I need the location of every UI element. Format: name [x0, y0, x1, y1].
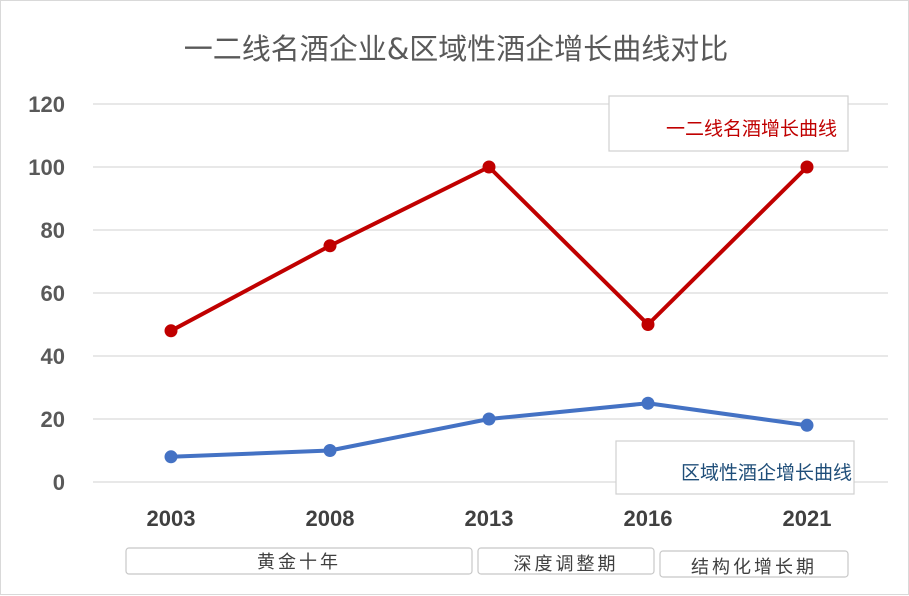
data-point-series0-2003 — [164, 324, 178, 338]
series-points — [164, 160, 814, 464]
x-tick-label: 2013 — [465, 506, 514, 531]
period-bands: 黄金十年 深度调整期 结构化增长期 — [125, 547, 849, 578]
x-tick-label: 2016 — [624, 506, 673, 531]
data-point-series1-2013 — [482, 412, 496, 426]
y-tick-label: 80 — [41, 218, 65, 243]
series-label-box-blue: 区域性酒企增长曲线 — [615, 440, 855, 495]
data-point-series0-2008 — [323, 239, 337, 253]
series-label-box-red: 一二线名酒增长曲线 — [608, 95, 849, 152]
data-point-series1-2008 — [323, 444, 337, 457]
period-label-golden-decade: 黄金十年 — [257, 552, 341, 573]
series-label-blue: 区域性酒企增长曲线 — [681, 462, 852, 484]
data-point-series1-2016 — [641, 396, 655, 410]
y-tick-label: 20 — [41, 407, 65, 432]
data-point-series1-2003 — [164, 450, 178, 464]
series-label-red: 一二线名酒增长曲线 — [666, 118, 837, 140]
y-tick-label: 0 — [53, 470, 65, 495]
series-line-0 — [169, 165, 809, 333]
period-label-structural-growth: 结构化增长期 — [691, 557, 817, 578]
x-tick-label: 2008 — [306, 506, 355, 531]
chart-title: 一二线名酒企业&区域性酒企增长曲线对比 — [184, 32, 729, 66]
y-tick-label: 40 — [41, 344, 65, 369]
period-label-adjustment: 深度调整期 — [514, 554, 619, 575]
y-tick-label: 60 — [41, 281, 65, 306]
x-axis-ticks: 2003 2008 2013 2016 2021 — [147, 506, 832, 531]
y-tick-label: 120 — [28, 92, 65, 117]
x-tick-label: 2021 — [783, 506, 832, 531]
data-point-series0-2021 — [800, 160, 814, 174]
y-axis-ticks: 0 20 40 60 80 100 120 — [28, 92, 65, 495]
x-tick-label: 2003 — [147, 506, 196, 531]
y-tick-label: 100 — [28, 155, 65, 180]
data-point-series0-2016 — [641, 318, 655, 331]
data-point-series1-2021 — [800, 418, 814, 432]
data-point-series0-2013 — [482, 160, 496, 174]
